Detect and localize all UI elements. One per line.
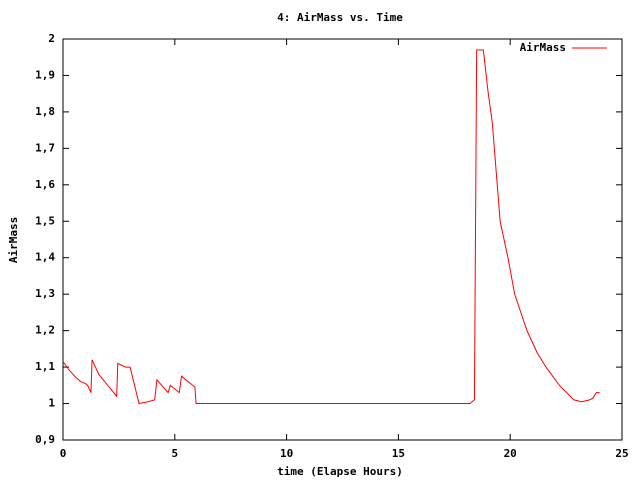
x-tick-label: 10 [280, 447, 293, 460]
x-tick-label: 15 [392, 447, 405, 460]
y-tick-label: 1,6 [35, 178, 55, 191]
data-line [62, 49, 600, 405]
y-tick-label: 1,5 [35, 214, 55, 227]
chart-title: 4: AirMass vs. Time [277, 11, 403, 24]
y-tick-label: 1,4 [35, 251, 55, 264]
y-tick-label: 1,7 [35, 141, 55, 154]
y-tick-label: 0,9 [35, 433, 55, 446]
x-tick-label: 25 [615, 447, 628, 460]
y-tick-label: 1,3 [35, 287, 55, 300]
y-tick-label: 1,9 [35, 68, 55, 81]
x-tick-label: 0 [60, 447, 67, 460]
x-tick-label: 20 [504, 447, 517, 460]
y-tick-label: 1,2 [35, 324, 55, 337]
plot-frame [62, 38, 623, 441]
y-axis-label: AirMass [7, 217, 20, 263]
y-tick-label: 1,8 [35, 105, 55, 118]
x-axis-label: time (Elapse Hours) [277, 465, 403, 478]
y-tick-label: 1,1 [35, 360, 55, 373]
legend-label: AirMass [520, 41, 566, 54]
y-tick-label: 1 [48, 397, 55, 410]
y-tick-label: 2 [48, 32, 55, 45]
x-tick-label: 5 [171, 447, 178, 460]
